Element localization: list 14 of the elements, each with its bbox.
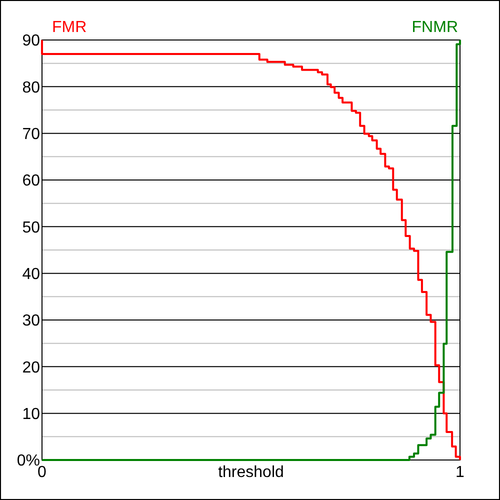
series-label: FNMR (412, 19, 458, 36)
x-tick-label: 1 (456, 464, 465, 481)
y-tick-label: 20 (22, 359, 40, 376)
x-axis-title: threshold (218, 464, 284, 481)
y-tick-label: 70 (22, 126, 40, 143)
series-label: FMR (52, 19, 87, 36)
y-tick-label: 30 (22, 312, 40, 330)
x-tick-label: 0 (38, 464, 47, 481)
y-tick-label: 50 (22, 219, 40, 236)
y-tick-label: 60 (22, 172, 40, 190)
y-tick-label: 10 (22, 406, 40, 423)
y-tick-label: 40 (22, 266, 40, 283)
y-tick-label: 90 (22, 32, 40, 50)
y-tick-label: 80 (22, 79, 40, 96)
